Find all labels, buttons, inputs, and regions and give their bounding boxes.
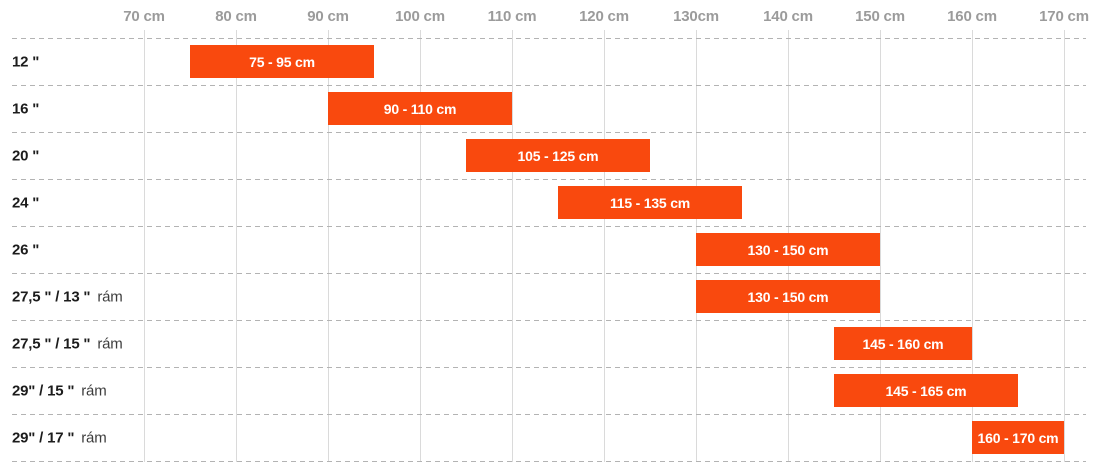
row-label: 24 " [12, 194, 39, 211]
x-axis-tick-label: 70 cm [123, 8, 165, 25]
x-axis-tick-label: 130cm [673, 8, 719, 25]
bar-range-label: 145 - 160 cm [862, 335, 944, 352]
range-bar: 75 - 95 cm [190, 45, 374, 78]
row-separator-line [12, 273, 1086, 274]
row-label: 27,5 " / 13 " rám [12, 288, 123, 305]
vertical-gridline [420, 30, 421, 462]
bar-range-label: 105 - 125 cm [517, 147, 599, 164]
range-bar: 105 - 125 cm [466, 139, 650, 172]
vertical-gridline [328, 30, 329, 462]
vertical-gridline [512, 30, 513, 462]
x-axis-tick-label: 170 cm [1039, 8, 1089, 25]
row-separator-line [12, 179, 1086, 180]
row-label: 20 " [12, 147, 39, 164]
wheel-size-label: 29" / 15 " [12, 382, 75, 399]
range-bar: 130 - 150 cm [696, 233, 880, 266]
x-axis-tick-label: 120 cm [579, 8, 629, 25]
range-bar: 115 - 135 cm [558, 186, 742, 219]
wheel-size-label: 26 " [12, 241, 40, 258]
x-axis-tick-label: 90 cm [307, 8, 349, 25]
bar-range-label: 145 - 165 cm [885, 382, 967, 399]
x-axis-tick-label: 140 cm [763, 8, 813, 25]
row-separator-line [12, 226, 1086, 227]
vertical-gridline [144, 30, 145, 462]
row-label: 16 " [12, 100, 39, 117]
row-separator-line [12, 38, 1086, 39]
range-bar: 145 - 165 cm [834, 374, 1018, 407]
range-bar: 145 - 160 cm [834, 327, 972, 360]
vertical-gridline [236, 30, 237, 462]
vertical-gridline [972, 30, 973, 462]
frame-suffix-label: rám [81, 382, 107, 399]
row-label: 12 " [12, 53, 39, 70]
bar-range-label: 130 - 150 cm [747, 288, 829, 305]
bar-range-label: 130 - 150 cm [747, 241, 829, 258]
row-separator-line [12, 367, 1086, 368]
frame-suffix-label: rám [81, 429, 107, 446]
vertical-gridline [880, 30, 881, 462]
row-label: 26 " [12, 241, 39, 258]
frame-suffix-label: rám [97, 335, 123, 352]
row-separator-line [12, 320, 1086, 321]
x-axis-tick-label: 110 cm [487, 8, 537, 25]
row-separator-line [12, 85, 1086, 86]
bar-range-label: 115 - 135 cm [609, 194, 691, 211]
vertical-gridline [1064, 30, 1065, 462]
bar-range-label: 90 - 110 cm [383, 100, 457, 117]
bar-range-label: 160 - 170 cm [977, 429, 1059, 446]
range-bar: 130 - 150 cm [696, 280, 880, 313]
row-separator-line [12, 414, 1086, 415]
wheel-size-label: 27,5 " / 13 " [12, 288, 91, 305]
x-axis-tick-label: 100 cm [395, 8, 445, 25]
wheel-size-label: 24 " [12, 194, 40, 211]
wheel-size-label: 16 " [12, 100, 40, 117]
wheel-size-label: 20 " [12, 147, 40, 164]
wheel-size-label: 29" / 17 " [12, 429, 75, 446]
range-bar: 90 - 110 cm [328, 92, 512, 125]
wheel-size-label: 27,5 " / 15 " [12, 335, 91, 352]
row-separator-line [12, 132, 1086, 133]
row-label: 27,5 " / 15 " rám [12, 335, 123, 352]
x-axis-tick-label: 80 cm [215, 8, 257, 25]
chart-bottom-line [12, 461, 1086, 462]
vertical-gridline [604, 30, 605, 462]
row-label: 29" / 17 " rám [12, 429, 107, 446]
x-axis-tick-label: 150 cm [855, 8, 905, 25]
bar-range-label: 75 - 95 cm [249, 53, 315, 70]
wheel-size-label: 12 " [12, 53, 40, 70]
x-axis-tick-label: 160 cm [947, 8, 997, 25]
range-bar: 160 - 170 cm [972, 421, 1064, 454]
frame-suffix-label: rám [97, 288, 123, 305]
row-label: 29" / 15 " rám [12, 382, 107, 399]
